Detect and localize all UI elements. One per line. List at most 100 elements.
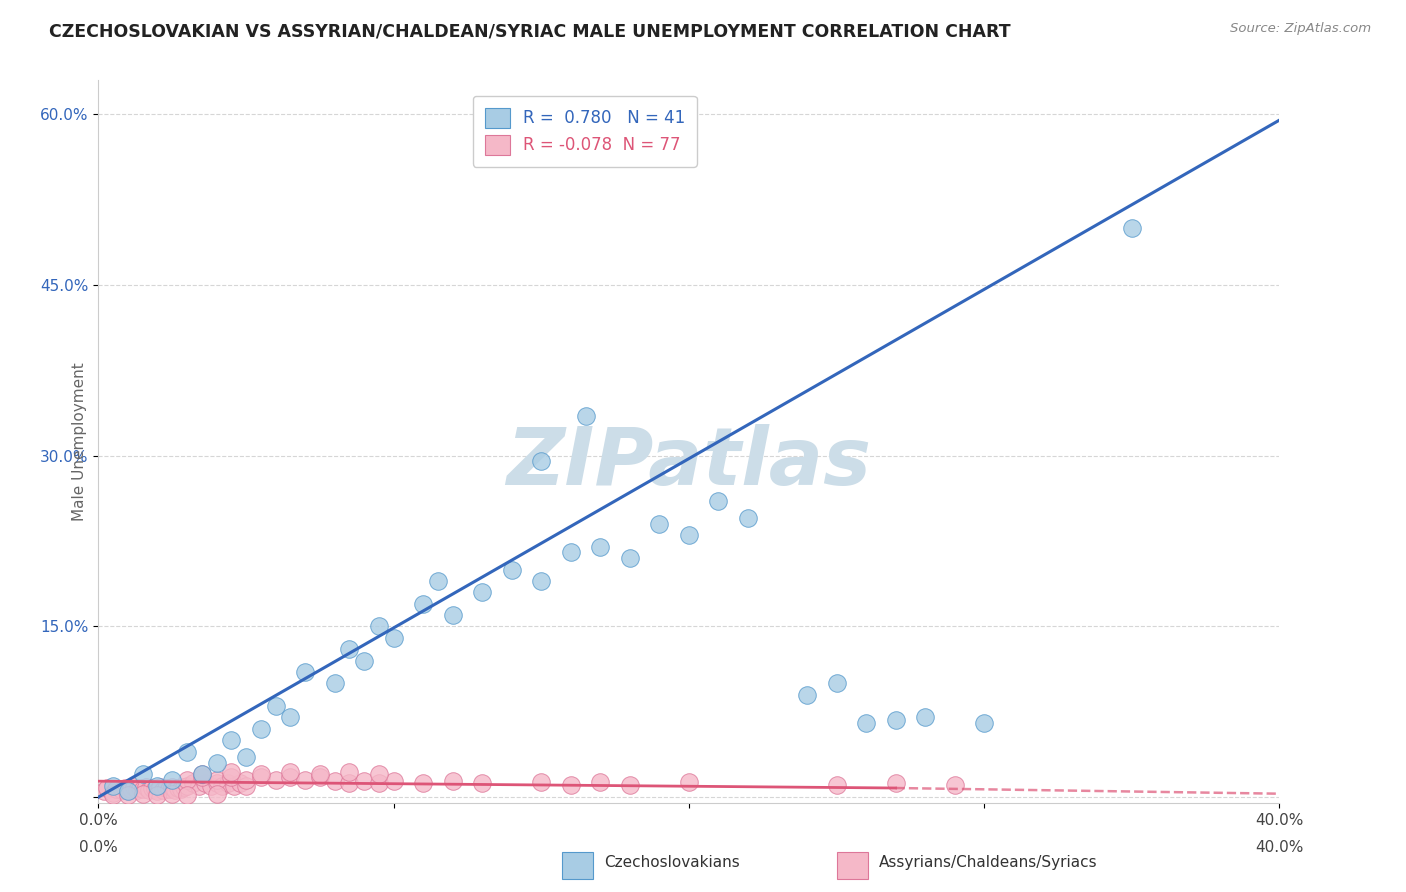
- Point: [235, 750, 257, 764]
- Point: [138, 783, 160, 797]
- Point: [339, 642, 361, 657]
- Point: [152, 783, 174, 797]
- Point: [224, 779, 246, 793]
- Point: [221, 733, 243, 747]
- Point: [194, 776, 217, 790]
- Point: [122, 780, 145, 794]
- Point: [339, 765, 361, 780]
- Point: [111, 783, 134, 797]
- Point: [132, 767, 155, 781]
- Point: [229, 776, 252, 790]
- Point: [191, 770, 214, 784]
- Point: [855, 716, 877, 731]
- Point: [382, 774, 405, 789]
- Legend: R =  0.780   N = 41, R = -0.078  N = 77: R = 0.780 N = 41, R = -0.078 N = 77: [472, 95, 697, 167]
- Point: [368, 619, 391, 633]
- Point: [1121, 221, 1143, 235]
- Point: [619, 551, 641, 566]
- Point: [135, 780, 157, 794]
- Point: [176, 788, 198, 802]
- Point: [200, 779, 222, 793]
- Point: [221, 770, 243, 784]
- Text: Source: ZipAtlas.com: Source: ZipAtlas.com: [1230, 22, 1371, 36]
- Point: [191, 767, 214, 781]
- Point: [187, 779, 209, 793]
- Point: [339, 776, 361, 790]
- Point: [250, 770, 273, 784]
- Point: [353, 654, 375, 668]
- Point: [530, 454, 553, 468]
- Point: [132, 787, 155, 801]
- Point: [412, 597, 434, 611]
- Text: 40.0%: 40.0%: [1256, 840, 1303, 855]
- Text: 0.0%: 0.0%: [79, 840, 118, 855]
- Point: [441, 608, 464, 623]
- Point: [146, 788, 169, 802]
- Point: [117, 784, 139, 798]
- Point: [143, 782, 166, 797]
- Point: [205, 756, 228, 770]
- Point: [575, 409, 598, 423]
- Point: [560, 545, 582, 559]
- Point: [589, 775, 612, 789]
- Point: [176, 745, 198, 759]
- Text: CZECHOSLOVAKIAN VS ASSYRIAN/CHALDEAN/SYRIAC MALE UNEMPLOYMENT CORRELATION CHART: CZECHOSLOVAKIAN VS ASSYRIAN/CHALDEAN/SYR…: [49, 22, 1011, 40]
- Point: [117, 784, 139, 798]
- Point: [162, 787, 183, 801]
- Point: [125, 783, 148, 797]
- Point: [530, 775, 553, 789]
- Point: [128, 780, 150, 795]
- Point: [176, 772, 198, 787]
- Point: [221, 765, 243, 780]
- Point: [176, 779, 198, 793]
- Point: [167, 780, 190, 795]
- Point: [678, 775, 700, 789]
- Point: [235, 772, 257, 787]
- Point: [884, 713, 907, 727]
- Point: [205, 787, 228, 801]
- Point: [162, 772, 183, 787]
- Point: [471, 585, 494, 599]
- Point: [217, 776, 239, 790]
- Point: [96, 780, 118, 795]
- Text: Assyrians/Chaldeans/Syriacs: Assyrians/Chaldeans/Syriacs: [879, 855, 1097, 870]
- Point: [205, 772, 228, 787]
- Point: [943, 778, 966, 792]
- Point: [149, 780, 172, 794]
- Point: [250, 767, 273, 781]
- Point: [181, 776, 204, 790]
- Point: [560, 778, 582, 792]
- Point: [264, 772, 287, 787]
- Point: [412, 776, 434, 790]
- Point: [309, 767, 332, 781]
- Point: [280, 710, 302, 724]
- Point: [103, 786, 125, 800]
- Point: [589, 540, 612, 554]
- Point: [155, 780, 177, 795]
- Point: [382, 631, 405, 645]
- Point: [973, 716, 995, 731]
- Point: [707, 494, 730, 508]
- Point: [294, 772, 316, 787]
- Point: [825, 778, 848, 792]
- Point: [280, 765, 302, 780]
- Point: [441, 774, 464, 789]
- Point: [884, 776, 907, 790]
- Point: [205, 776, 228, 790]
- Point: [825, 676, 848, 690]
- Point: [619, 778, 641, 792]
- Point: [117, 788, 139, 802]
- Point: [173, 780, 195, 794]
- Point: [157, 782, 180, 797]
- Point: [737, 511, 759, 525]
- Point: [368, 767, 391, 781]
- Point: [471, 776, 494, 790]
- Point: [105, 782, 128, 797]
- Point: [211, 779, 233, 793]
- Point: [165, 783, 187, 797]
- Point: [323, 774, 346, 789]
- Point: [501, 563, 523, 577]
- Point: [191, 767, 214, 781]
- Point: [114, 780, 136, 795]
- Point: [162, 780, 183, 794]
